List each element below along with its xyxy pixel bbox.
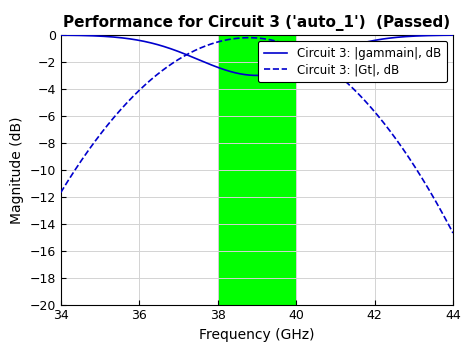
Legend: Circuit 3: |gammain|, dB, Circuit 3: |Gt|, dB: Circuit 3: |gammain|, dB, Circuit 3: |Gt… bbox=[258, 41, 447, 82]
X-axis label: Frequency (GHz): Frequency (GHz) bbox=[199, 328, 315, 342]
Y-axis label: Magnitude (dB): Magnitude (dB) bbox=[10, 116, 24, 224]
Title: Performance for Circuit 3 ('auto_1')  (Passed): Performance for Circuit 3 ('auto_1') (Pa… bbox=[64, 15, 450, 31]
Bar bbox=[218, 35, 296, 304]
